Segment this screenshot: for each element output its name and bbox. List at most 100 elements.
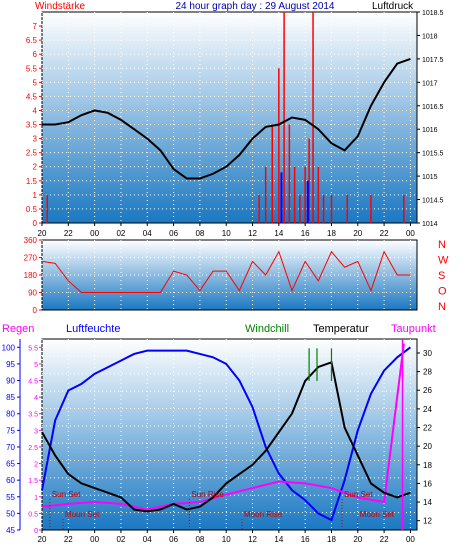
temperature-tick-label: 20 [423, 442, 432, 451]
temperature-label: Temperatur [313, 323, 369, 335]
astro-label: Moon Set [360, 510, 395, 519]
direction-tick-label: 180 [24, 271, 38, 280]
humidity-tick-label: 65 [6, 460, 15, 469]
pressure-tick-label: 1017.5 [422, 57, 444, 64]
direction-tick-label: 270 [24, 254, 38, 263]
panel-wind-pressure [41, 11, 418, 224]
rain-tick-label: 3.5 [28, 412, 38, 419]
astro-label: Sun Set [344, 490, 373, 499]
pressure-tick-label: 1018.5 [422, 10, 444, 17]
x-tick-label: 08 [195, 229, 204, 238]
rain-axis-label: Regen [2, 323, 34, 335]
wind-tick-label: 5.5 [26, 64, 38, 73]
x-tick-label: 00 [90, 535, 99, 544]
chart-title: 24 hour graph day : 29 August 2014 [175, 1, 334, 12]
astro-label: Moon Rise [244, 510, 283, 519]
x-tick-label: 20 [38, 535, 47, 544]
pressure-tick-label: 1015 [422, 174, 438, 181]
x-tick-label: 08 [195, 535, 204, 544]
humidity-tick-label: 75 [6, 426, 15, 435]
wind-tick-label: 6 [33, 50, 38, 59]
temperature-tick-label: 24 [423, 405, 432, 414]
pressure-tick-label: 1018 [422, 33, 438, 40]
wind-tick-label: 0 [33, 219, 38, 228]
astro-label: Moon Set [65, 510, 100, 519]
wind-tick-label: 3.5 [26, 121, 38, 130]
windchill-label: Windchill [245, 323, 289, 335]
rain-tick-label: 2.5 [28, 445, 38, 452]
x-tick-label: 14 [274, 535, 283, 544]
wind-ticks: 0 0.5 1 1.5 2 2.5 3 3.5 4 4.5 5 5.5 6 6.5 7 [26, 22, 42, 228]
x-tick-label: 10 [222, 229, 231, 238]
temperature-line [41, 360, 411, 513]
panel3-x-ticks: 20 22 00 02 04 06 08 10 12 14 16 18 20 22 00 [38, 530, 415, 544]
x-tick-label: 02 [116, 535, 125, 544]
wind-tick-label: 1 [33, 191, 38, 200]
pressure-tick-label: 1016.5 [422, 104, 444, 111]
x-tick-label: 22 [380, 229, 389, 238]
humidity-tick-label: 60 [6, 476, 15, 485]
direction-tick-label: 360 [24, 236, 38, 245]
temperature-tick-label: 26 [423, 386, 432, 395]
wind-tick-label: 2.5 [26, 149, 38, 158]
panel1-x-ticks: 20 22 00 02 04 06 08 10 12 14 16 18 20 22 00 [38, 223, 415, 238]
x-tick-label: 16 [301, 229, 310, 238]
x-tick-label: 18 [327, 535, 336, 544]
panel2-grid [41, 240, 417, 310]
wind-bars [46, 12, 405, 223]
humidity-tick-label: 80 [6, 410, 15, 419]
x-tick-label: 22 [380, 535, 389, 544]
rain-tick-label: 5 [34, 362, 38, 369]
humidity-tick-label: 70 [6, 443, 15, 452]
wind-tick-label: 1.5 [26, 177, 38, 186]
humidity-tick-label: 85 [6, 393, 15, 402]
x-tick-label: 06 [169, 229, 178, 238]
x-tick-label: 10 [222, 535, 231, 544]
dewpoint-line [41, 343, 405, 511]
rain-tick-label: 3 [34, 428, 38, 435]
x-tick-label: 04 [143, 229, 152, 238]
x-tick-label: 20 [38, 229, 47, 238]
temperature-tick-label: 12 [423, 517, 432, 526]
rain-tick-label: 4 [34, 395, 38, 402]
temperature-tick-label: 14 [423, 498, 432, 507]
wind-tick-label: 4.5 [26, 92, 38, 101]
pressure-tick-label: 1015.5 [422, 151, 444, 158]
rain-tick-label: 5.5 [28, 345, 38, 352]
astro-annotations: Sun Set Sun Rise Moon Rise Moon Set Sun Set M… [49, 490, 395, 530]
temperature-tick-label: 30 [423, 349, 432, 358]
direction-line [41, 250, 411, 293]
direction-tick-label: 0 [33, 306, 38, 315]
compass-label: N [438, 239, 446, 251]
wind-tick-label: 2 [33, 163, 38, 172]
humidity-line [41, 346, 412, 522]
windchill-spikes [308, 339, 404, 530]
humidity-axis-label: Luftfeuchte [66, 323, 120, 335]
rain-tick-label: 1 [34, 495, 38, 502]
pressure-ticks: 1014 1014.5 1015 1015.5 1016 1016.5 1017 1017.5… [417, 10, 444, 228]
temperature-tick-label: 18 [423, 461, 432, 470]
humidity-tick-label: 50 [6, 509, 15, 518]
x-tick-label: 20 [353, 535, 362, 544]
dewpoint-label: Taupunkt [391, 323, 436, 335]
gust-bars [280, 172, 309, 223]
x-tick-label: 12 [248, 535, 257, 544]
rain-ticks: 0 0.5 1 1.5 2 2.5 3 3.5 4 4.5 5 5.5 [28, 345, 42, 535]
panel-humidity-temperature [41, 338, 418, 531]
pressure-tick-label: 1014 [422, 221, 438, 228]
compass-label: W [438, 255, 449, 267]
x-tick-label: 20 [353, 229, 362, 238]
humidity-tick-label: 55 [6, 493, 15, 502]
wind-tick-label: 3 [33, 135, 38, 144]
rain-tick-label: 2 [34, 462, 38, 469]
compass-label: O [438, 286, 447, 298]
temperature-ticks: 12 14 16 18 20 22 24 26 28 30 [417, 349, 432, 526]
humidity-tick-label: 90 [6, 377, 15, 386]
x-tick-label: 22 [64, 229, 73, 238]
direction-ticks: 0 90 180 270 360 [24, 236, 42, 315]
astro-label: Sun Set [52, 490, 81, 499]
x-tick-label: 14 [274, 229, 283, 238]
pressure-tick-label: 1014.5 [422, 198, 444, 205]
temperature-tick-label: 28 [423, 368, 432, 377]
